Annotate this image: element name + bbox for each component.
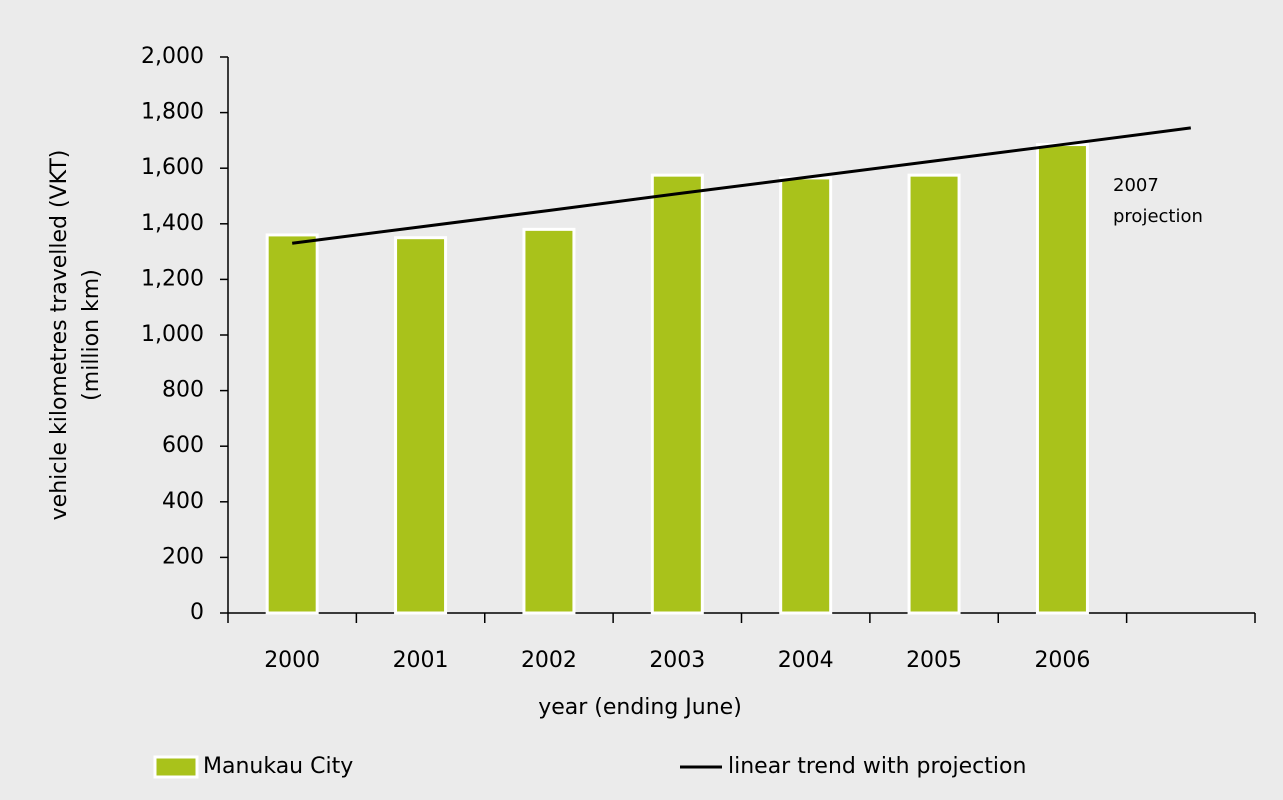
legend-swatch [153, 755, 199, 779]
y-tick-label: 0 [190, 600, 204, 625]
y-tick-label: 400 [162, 489, 204, 514]
y-tick-label: 1,000 [141, 322, 204, 347]
x-tick-label: 2001 [393, 648, 449, 673]
y-tick-label: 2,000 [141, 44, 204, 69]
legend-label: linear trend with projection [728, 754, 1026, 779]
y-tick-label: 1,600 [141, 155, 204, 180]
y-tick-label: 200 [162, 544, 204, 569]
bar [779, 176, 833, 615]
x-tick-label: 2002 [521, 648, 577, 673]
y-axis-title: (million km) [79, 269, 104, 401]
x-axis-title: year (ending June) [538, 695, 742, 720]
x-tick-label: 2006 [1034, 648, 1090, 673]
annotation: 2007 [1113, 175, 1159, 196]
bar [394, 236, 448, 615]
y-tick-label: 1,400 [141, 211, 204, 236]
annotation: projection [1113, 206, 1203, 227]
y-axis-title: vehicle kilometres travelled (VKT) [47, 150, 72, 521]
legend-label: Manukau City [203, 754, 353, 779]
bar [1035, 143, 1089, 615]
y-tick-label: 800 [162, 378, 204, 403]
bar [522, 227, 576, 615]
y-tick-label: 600 [162, 433, 204, 458]
trend-line [291, 126, 1192, 245]
bar [907, 173, 961, 615]
x-tick-label: 2005 [906, 648, 962, 673]
x-tick-label: 2004 [778, 648, 834, 673]
x-tick-label: 2000 [264, 648, 320, 673]
bar [265, 233, 319, 615]
x-tick-label: 2003 [649, 648, 705, 673]
bar [650, 173, 704, 615]
y-tick-label: 1,800 [141, 100, 204, 125]
y-tick-label: 1,200 [141, 266, 204, 291]
